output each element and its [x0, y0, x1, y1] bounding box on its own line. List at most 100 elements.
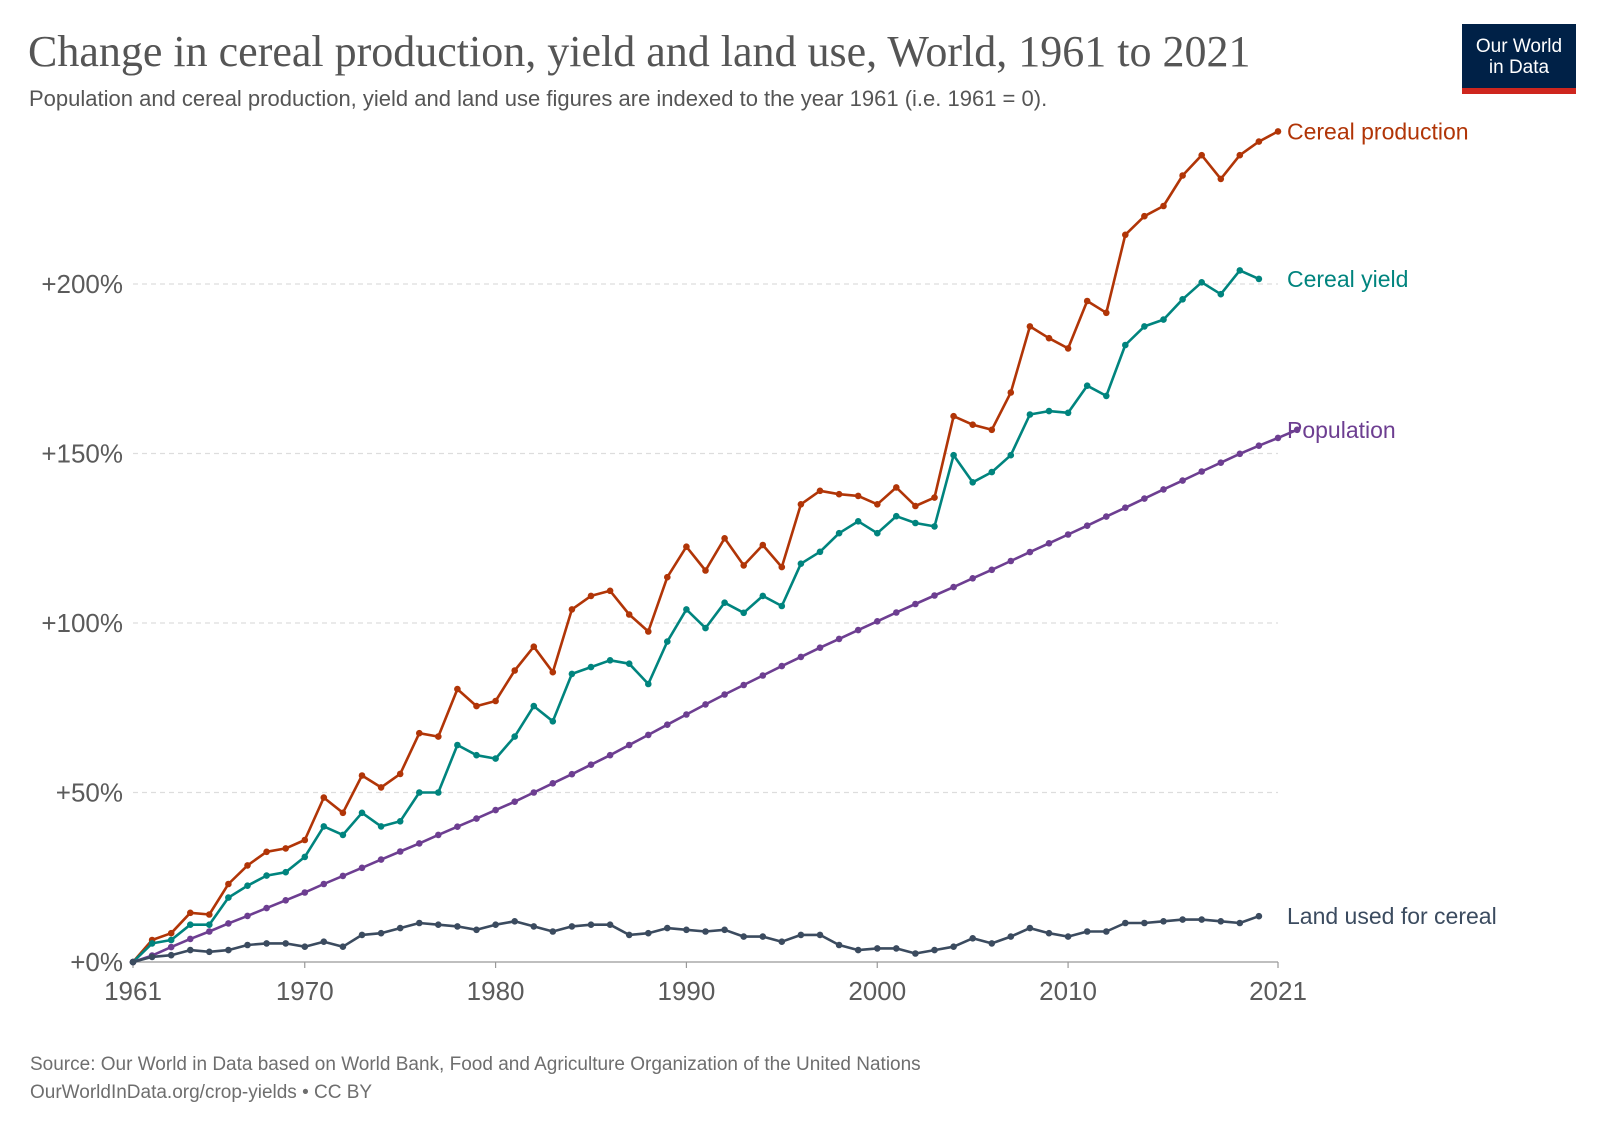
- data-point: [148, 953, 156, 961]
- license-link[interactable]: OurWorldInData.org/crop-yields • CC BY: [30, 1082, 373, 1103]
- data-point: [454, 741, 461, 749]
- data-point: [263, 848, 270, 856]
- data-point: [454, 823, 461, 830]
- data-point: [950, 943, 957, 950]
- series-line: [132, 914, 1260, 964]
- data-point: [759, 672, 767, 679]
- data-point: [1236, 151, 1244, 159]
- data-point: [244, 941, 251, 949]
- data-point: [1141, 212, 1148, 220]
- data-point: [702, 928, 709, 935]
- data-point: [301, 853, 309, 861]
- data-point: [416, 919, 423, 927]
- data-point: [282, 868, 290, 876]
- data-point: [263, 940, 270, 947]
- data-point: [1179, 477, 1186, 484]
- data-point: [912, 502, 919, 510]
- data-point: [740, 933, 747, 940]
- data-point: [530, 789, 538, 796]
- data-point: [645, 628, 652, 635]
- data-point: [664, 573, 671, 581]
- data-point: [797, 931, 805, 939]
- data-point: [797, 560, 805, 567]
- data-point: [320, 880, 328, 888]
- data-point: [931, 592, 938, 599]
- logo-line-1: Our World: [1475, 36, 1563, 57]
- x-tick-label: 1980: [467, 976, 525, 1006]
- data-point: [625, 660, 633, 667]
- data-point: [339, 809, 347, 817]
- data-point: [683, 926, 690, 934]
- data-point: [1236, 919, 1244, 927]
- data-point: [1274, 128, 1282, 135]
- data-point: [167, 951, 175, 959]
- data-point: [1122, 919, 1129, 927]
- data-point: [969, 479, 976, 486]
- data-point: [587, 761, 595, 768]
- data-point: [874, 529, 881, 537]
- data-point: [1007, 451, 1015, 459]
- data-point: [606, 921, 614, 928]
- owid-logo[interactable]: Our World in Data: [1462, 24, 1576, 94]
- data-point: [1007, 933, 1015, 940]
- data-point: [206, 948, 213, 956]
- data-point: [206, 921, 213, 928]
- data-point: [206, 928, 213, 935]
- data-point: [1141, 919, 1148, 927]
- data-point: [1141, 323, 1148, 330]
- data-point: [969, 935, 976, 942]
- data-point: [1217, 459, 1225, 467]
- data-point: [854, 626, 862, 634]
- data-point: [1217, 175, 1225, 183]
- data-point: [893, 512, 900, 520]
- y-tick-label: +0%: [70, 947, 123, 977]
- series-label: Cereal yield: [1287, 266, 1408, 292]
- data-point: [1103, 928, 1110, 935]
- data-point: [988, 566, 996, 574]
- data-point: [187, 946, 194, 954]
- data-point: [129, 958, 137, 966]
- data-point: [778, 938, 786, 945]
- data-point: [1064, 345, 1072, 352]
- data-point: [683, 543, 690, 550]
- data-point: [435, 733, 442, 740]
- data-point: [1122, 341, 1129, 349]
- data-point: [511, 918, 518, 925]
- data-point: [702, 701, 709, 708]
- data-point: [435, 831, 442, 839]
- data-point: [530, 702, 538, 710]
- data-point: [1083, 297, 1091, 305]
- data-point: [339, 872, 347, 880]
- data-point: [320, 794, 328, 801]
- data-point: [893, 609, 900, 616]
- data-point: [1026, 411, 1034, 418]
- data-point: [606, 751, 614, 759]
- data-point: [969, 421, 976, 429]
- data-point: [778, 563, 786, 571]
- data-point: [244, 882, 251, 889]
- series-label: Population: [1287, 417, 1396, 443]
- data-point: [492, 755, 499, 762]
- data-point: [1160, 316, 1167, 323]
- data-point: [759, 592, 767, 600]
- data-point: [721, 535, 728, 542]
- data-point: [568, 923, 576, 930]
- x-tick-label: 2000: [848, 976, 906, 1006]
- data-point: [187, 921, 194, 928]
- data-point: [759, 933, 767, 940]
- chart-subtitle: Population and cereal production, yield …: [29, 86, 1048, 111]
- data-point: [893, 945, 900, 952]
- y-tick-label: +50%: [56, 778, 123, 808]
- data-point: [435, 921, 442, 928]
- data-point: [988, 940, 996, 947]
- data-point: [187, 909, 194, 917]
- data-point: [263, 872, 270, 879]
- data-point: [740, 681, 747, 689]
- data-point: [854, 518, 862, 525]
- data-point: [835, 529, 843, 537]
- series-line: [132, 269, 1260, 963]
- data-point: [1255, 912, 1263, 920]
- data-point: [1026, 924, 1034, 932]
- data-point: [396, 818, 404, 825]
- data-point: [1179, 296, 1186, 303]
